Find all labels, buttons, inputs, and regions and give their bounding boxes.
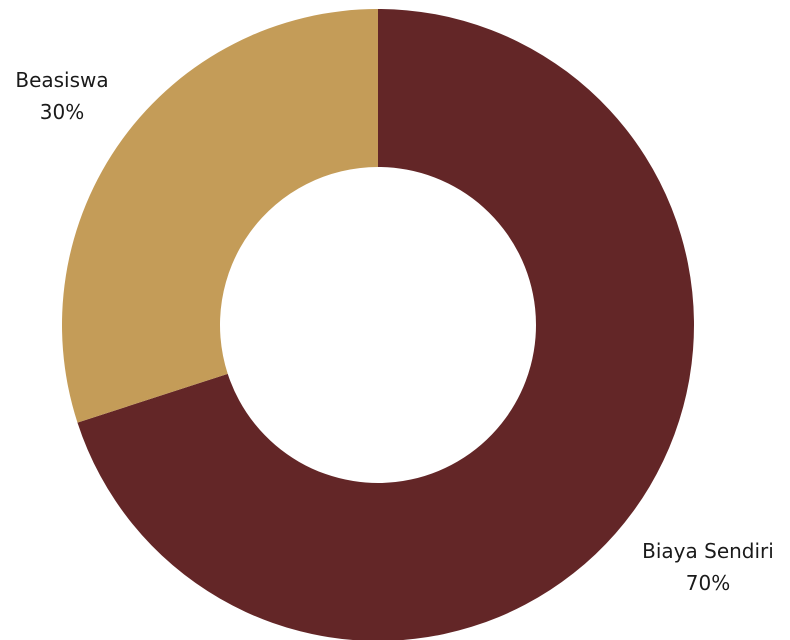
slice-label-beasiswa: Beasiswa (15, 68, 108, 92)
donut-slice-beasiswa (61, 9, 379, 423)
donut-slice-biaya-sendiri (77, 9, 694, 640)
slice-value-beasiswa: 30% (40, 100, 84, 124)
slice-value-biaya-sendiri: 70% (686, 571, 730, 595)
slice-label-biaya-sendiri: Biaya Sendiri (642, 539, 774, 563)
donut-slices (61, 9, 694, 640)
slice-label-group-biaya-sendiri: Biaya Sendiri 70% (642, 539, 774, 595)
slice-label-group-beasiswa: Beasiswa 30% (15, 68, 108, 124)
